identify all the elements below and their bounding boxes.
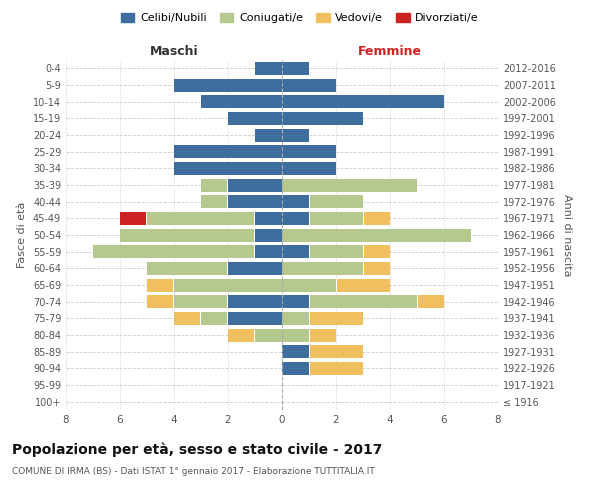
Bar [282,62,309,75]
Bar [282,78,336,92]
Bar [228,312,282,325]
Bar [282,262,363,275]
Bar [363,245,390,258]
Bar [282,212,309,225]
Bar [282,95,444,108]
Bar [147,262,228,275]
Bar [282,295,309,308]
Bar [336,278,337,291]
Bar [309,362,363,375]
Bar [254,228,255,241]
Bar [309,295,417,308]
Bar [173,295,174,308]
Bar [254,245,255,258]
Bar [120,212,147,225]
Bar [282,162,336,175]
Bar [174,145,282,158]
Bar [227,312,228,325]
Bar [282,362,309,375]
Bar [255,128,282,141]
Bar [309,312,363,325]
Text: Popolazione per età, sesso e stato civile - 2017: Popolazione per età, sesso e stato civil… [12,442,382,457]
Bar [282,195,309,208]
Bar [255,62,282,75]
Bar [282,145,336,158]
Bar [174,162,282,175]
Bar [120,228,255,241]
Y-axis label: Fasce di età: Fasce di età [17,202,27,268]
Bar [282,345,309,358]
Bar [254,328,255,342]
Bar [228,328,255,342]
Bar [228,295,282,308]
Bar [254,212,255,225]
Bar [174,312,201,325]
Bar [147,295,174,308]
Text: COMUNE DI IRMA (BS) - Dati ISTAT 1° gennaio 2017 - Elaborazione TUTTITALIA.IT: COMUNE DI IRMA (BS) - Dati ISTAT 1° genn… [12,468,375,476]
Bar [227,295,228,308]
Bar [200,312,201,325]
Bar [309,212,310,225]
Bar [228,178,282,192]
Bar [93,245,255,258]
Bar [309,345,310,358]
Bar [255,212,282,225]
Bar [227,178,228,192]
Bar [309,295,310,308]
Bar [228,262,282,275]
Bar [363,262,364,275]
Bar [309,328,336,342]
Bar [417,295,418,308]
Bar [147,212,255,225]
Bar [201,95,282,108]
Bar [174,78,282,92]
Bar [228,195,282,208]
Text: Maschi: Maschi [149,44,199,58]
Bar [173,278,174,291]
Bar [309,245,310,258]
Bar [336,278,390,291]
Bar [201,195,228,208]
Legend: Celibi/Nubili, Coniugati/e, Vedovi/e, Divorziati/e: Celibi/Nubili, Coniugati/e, Vedovi/e, Di… [117,8,483,28]
Bar [227,262,228,275]
Bar [309,245,363,258]
Bar [228,112,282,125]
Y-axis label: Anni di nascita: Anni di nascita [562,194,572,276]
Bar [417,295,444,308]
Bar [309,212,363,225]
Bar [227,195,228,208]
Bar [309,195,310,208]
Bar [309,312,310,325]
Bar [363,262,390,275]
Bar [309,328,310,342]
Bar [146,212,147,225]
Bar [147,278,174,291]
Bar [363,212,364,225]
Bar [255,245,282,258]
Bar [363,212,390,225]
Bar [282,328,309,342]
Bar [255,228,282,241]
Text: Femmine: Femmine [358,44,422,58]
Bar [201,312,228,325]
Bar [309,345,363,358]
Bar [282,178,417,192]
Bar [363,245,364,258]
Bar [282,278,336,291]
Bar [282,112,363,125]
Bar [174,295,228,308]
Bar [282,228,471,241]
Bar [282,312,309,325]
Bar [174,278,282,291]
Bar [282,128,309,141]
Bar [309,195,363,208]
Bar [282,245,309,258]
Bar [255,328,282,342]
Bar [201,178,228,192]
Bar [309,362,310,375]
